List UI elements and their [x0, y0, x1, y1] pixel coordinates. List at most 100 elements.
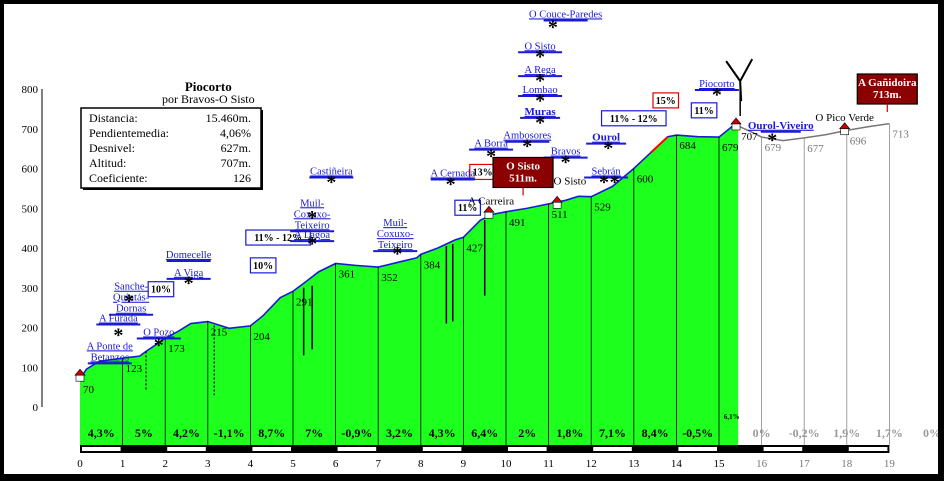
km-bar-tick — [508, 447, 547, 451]
gradient-box-label: 11% — [458, 203, 477, 214]
km-bar-tick — [337, 447, 377, 451]
km-bar-tick — [209, 447, 249, 451]
place-label-bold: Ourol — [592, 132, 620, 144]
km-bar-tick — [465, 447, 504, 451]
km-bar-tick — [593, 447, 632, 451]
km-bar-tick — [635, 447, 675, 451]
stats-label: Altitud: — [89, 156, 126, 170]
segment-gradient: -1,1% — [214, 426, 245, 440]
place-label: Lombao — [523, 85, 558, 96]
place-label-black: A Carreira — [468, 195, 514, 207]
altitude-label: 215 — [211, 327, 228, 339]
km-bar-tick — [550, 447, 590, 451]
x-tick-label: 0 — [77, 458, 83, 470]
km-bar-tick — [82, 447, 121, 451]
stats-label: Pendientemedia: — [89, 126, 169, 140]
place-label: Piocorto — [699, 79, 735, 90]
place-label: A Lagoa — [294, 230, 330, 241]
star-marker: * — [392, 243, 402, 265]
place-label-black: O Pico Verde — [815, 112, 874, 124]
altitude-label: 352 — [381, 272, 398, 284]
house-icon — [484, 211, 494, 219]
star-marker: * — [548, 16, 558, 38]
summit-sign-label: O Sisto — [506, 160, 540, 172]
house-icon — [74, 368, 86, 376]
stats-value: 4,06% — [220, 126, 251, 140]
house-icon — [730, 117, 742, 125]
place-label-bold: Muras — [524, 106, 556, 118]
profile-area — [80, 125, 739, 445]
star-marker: * — [154, 334, 164, 356]
place-label: A Rega — [524, 65, 556, 76]
gradient-box — [454, 199, 482, 216]
y-tick-label: 100 — [22, 362, 39, 374]
segment-gradient: 2% — [518, 426, 536, 440]
y-tick-label: 600 — [22, 164, 39, 176]
stats-label: Coeficiente: — [89, 171, 148, 185]
y-tick-label: 800 — [22, 84, 39, 96]
segment-gradient: 1,8% — [556, 426, 583, 440]
star-marker: * — [326, 171, 336, 193]
altitude-label: 511 — [552, 209, 568, 221]
star-marker: * — [561, 152, 571, 174]
x-tick-label: 2 — [162, 458, 168, 470]
km-bar-tick — [124, 447, 164, 451]
altitude-label: 491 — [509, 217, 526, 229]
x-tick-label: 10 — [501, 458, 513, 470]
gradient-box — [147, 281, 175, 298]
place-label: Betanzos — [91, 352, 130, 363]
altitude-label: 677 — [807, 143, 824, 155]
km-bar-tick — [721, 447, 760, 451]
place-label: Coxuxo- — [294, 209, 331, 220]
segment-gradient: 0% — [753, 426, 771, 440]
chart-subtitle: por Bravos-O Sisto — [162, 92, 255, 106]
altitude-label: 384 — [424, 259, 441, 271]
place-label: Muil- — [300, 198, 324, 209]
wind-turbine-icon — [725, 58, 754, 102]
x-tick-label: 17 — [799, 458, 811, 470]
km-bar-tick — [252, 447, 291, 451]
profile-line — [79, 125, 739, 380]
altitude-label: 361 — [339, 269, 356, 281]
segment-gradient: -0,2% — [789, 426, 820, 440]
place-label: Teixeiro — [295, 220, 330, 231]
x-tick-label: 18 — [841, 458, 853, 470]
altitude-label: 204 — [253, 331, 270, 343]
star-marker: * — [446, 173, 456, 195]
altitude-label: 679 — [765, 142, 782, 154]
place-label: Sebrán — [592, 166, 622, 177]
gradient-box-label: 13% — [473, 167, 493, 178]
house-icon — [75, 374, 85, 382]
x-tick-label: 5 — [290, 458, 296, 470]
altitude-label: 600 — [637, 174, 654, 186]
place-label: A Cernada — [430, 168, 475, 179]
star-marker: * — [124, 291, 134, 313]
summit-sign — [856, 73, 918, 105]
stats-value: 126 — [233, 171, 251, 185]
place-label: Ambosores — [503, 131, 551, 142]
steep-section-line — [650, 135, 669, 154]
altitude-label: 679 — [722, 142, 739, 154]
segment-gradient: 6,4% — [471, 426, 498, 440]
segment-gradient: 5% — [135, 426, 153, 440]
segment-gradient: 8,4% — [642, 426, 669, 440]
km-bar-tick — [678, 447, 717, 451]
place-label-black: O Sisto — [554, 175, 587, 187]
km-bar-tick — [763, 447, 803, 451]
segment-gradient: 7% — [305, 426, 323, 440]
star-marker: * — [610, 171, 620, 193]
place-label: Dornas — [116, 304, 146, 315]
star-marker: * — [486, 146, 496, 168]
gradient-box — [690, 102, 718, 119]
gradient-box-label: 10% — [151, 285, 171, 296]
gradient-box — [600, 110, 667, 127]
segment-gradient: -0,9% — [341, 426, 372, 440]
x-tick-label: 9 — [461, 458, 467, 470]
place-label: Castiñeira — [310, 166, 353, 177]
stats-value: 707m. — [221, 156, 251, 170]
gradient-box-label: 11% — [694, 106, 713, 117]
segment-gradient: 6,1% — [724, 413, 740, 421]
segment-gradient: 4,3% — [429, 426, 456, 440]
summit-sign-label: 511m. — [509, 172, 537, 184]
